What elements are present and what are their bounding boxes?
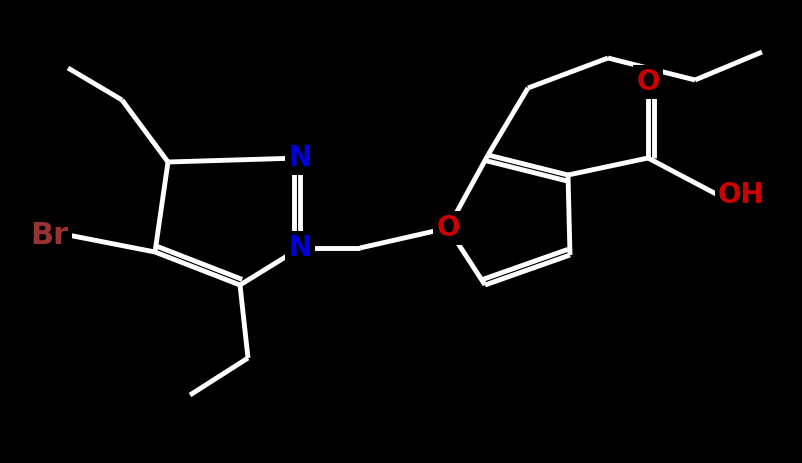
Text: N: N <box>289 234 311 262</box>
Text: N: N <box>289 144 311 172</box>
Text: Br: Br <box>30 220 68 250</box>
Text: OH: OH <box>718 181 764 209</box>
Text: O: O <box>636 68 660 96</box>
Text: O: O <box>436 214 460 242</box>
